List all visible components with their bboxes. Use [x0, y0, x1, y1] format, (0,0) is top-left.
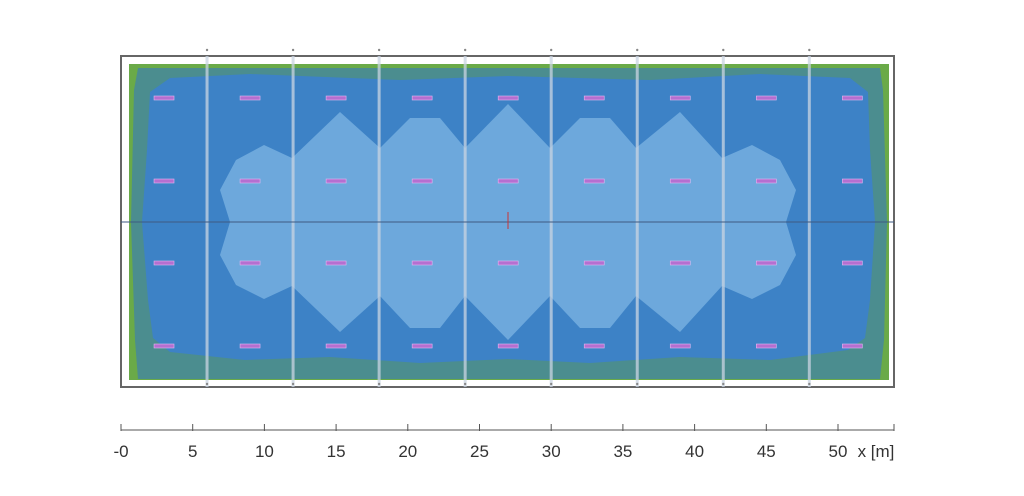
luminaire — [755, 95, 777, 101]
luminaire — [497, 178, 519, 184]
scale-tick-label: 15 — [327, 442, 346, 461]
luminaire — [239, 178, 261, 184]
grid-end-mark — [205, 382, 209, 386]
luminaire — [755, 178, 777, 184]
scale-tick-label: 20 — [398, 442, 417, 461]
luminaire — [411, 95, 433, 101]
grid-end-mark — [291, 382, 295, 386]
luminaire — [669, 178, 691, 184]
luminaire — [583, 178, 605, 184]
luminaire — [842, 260, 863, 266]
luminaire — [153, 178, 175, 184]
luminaire — [411, 178, 433, 184]
luminaire — [239, 343, 261, 349]
scale-ticks: -0 5 10 15 20 25 30 35 40 45 50 — [113, 424, 895, 461]
scale-bar: -0 5 10 15 20 25 30 35 40 45 50 x [m] — [113, 424, 895, 461]
luminaire — [153, 95, 175, 101]
scale-unit-label: x [m] — [858, 442, 895, 461]
grid-end-mark — [808, 48, 811, 52]
luminaire — [842, 343, 863, 349]
luminaire — [497, 343, 519, 349]
grid-end-mark — [377, 48, 381, 52]
scale-tick-label: 40 — [685, 442, 704, 461]
luminaire — [153, 343, 175, 349]
luminaire — [325, 260, 347, 266]
grid-end-mark — [205, 48, 209, 52]
luminaire — [755, 260, 777, 266]
luminaire — [411, 260, 433, 266]
luminaire — [239, 260, 261, 266]
luminaire — [583, 260, 605, 266]
scale-tick-label: -0 — [113, 442, 128, 461]
grid-end-mark — [550, 48, 553, 52]
grid-end-mark — [808, 382, 811, 386]
grid-end-mark — [636, 382, 639, 386]
grid-end-mark — [722, 382, 725, 386]
scale-tick-label: 45 — [757, 442, 776, 461]
luminaire — [325, 343, 347, 349]
scale-tick-label: 25 — [470, 442, 489, 461]
scale-tick-label: 30 — [542, 442, 561, 461]
scale-tick-label: 5 — [188, 442, 197, 461]
grid-end-mark — [463, 48, 467, 52]
scale-tick-label: 50 — [829, 442, 848, 461]
luminaire — [325, 95, 347, 101]
luminaire — [239, 95, 261, 101]
luminaire — [755, 343, 777, 349]
luminaire-group — [153, 95, 863, 349]
luminaire — [669, 260, 691, 266]
luminaire — [583, 95, 605, 101]
scale-tick-label: 10 — [255, 442, 274, 461]
luminaire — [669, 95, 691, 101]
grid-end-mark — [550, 382, 553, 386]
grid-end-mark — [463, 382, 467, 386]
luminaire — [842, 178, 863, 184]
luminaire — [497, 95, 519, 101]
scale-tick-label: 35 — [613, 442, 632, 461]
grid-end-mark — [377, 382, 381, 386]
luminaire — [153, 260, 175, 266]
luminaire — [497, 260, 519, 266]
grid-end-mark — [722, 48, 725, 52]
luminaire — [583, 343, 605, 349]
luminaire — [325, 178, 347, 184]
grid-end-mark — [636, 48, 639, 52]
luminaire — [411, 343, 433, 349]
grid-end-mark — [291, 48, 295, 52]
luminaire — [669, 343, 691, 349]
luminaire — [842, 95, 863, 101]
